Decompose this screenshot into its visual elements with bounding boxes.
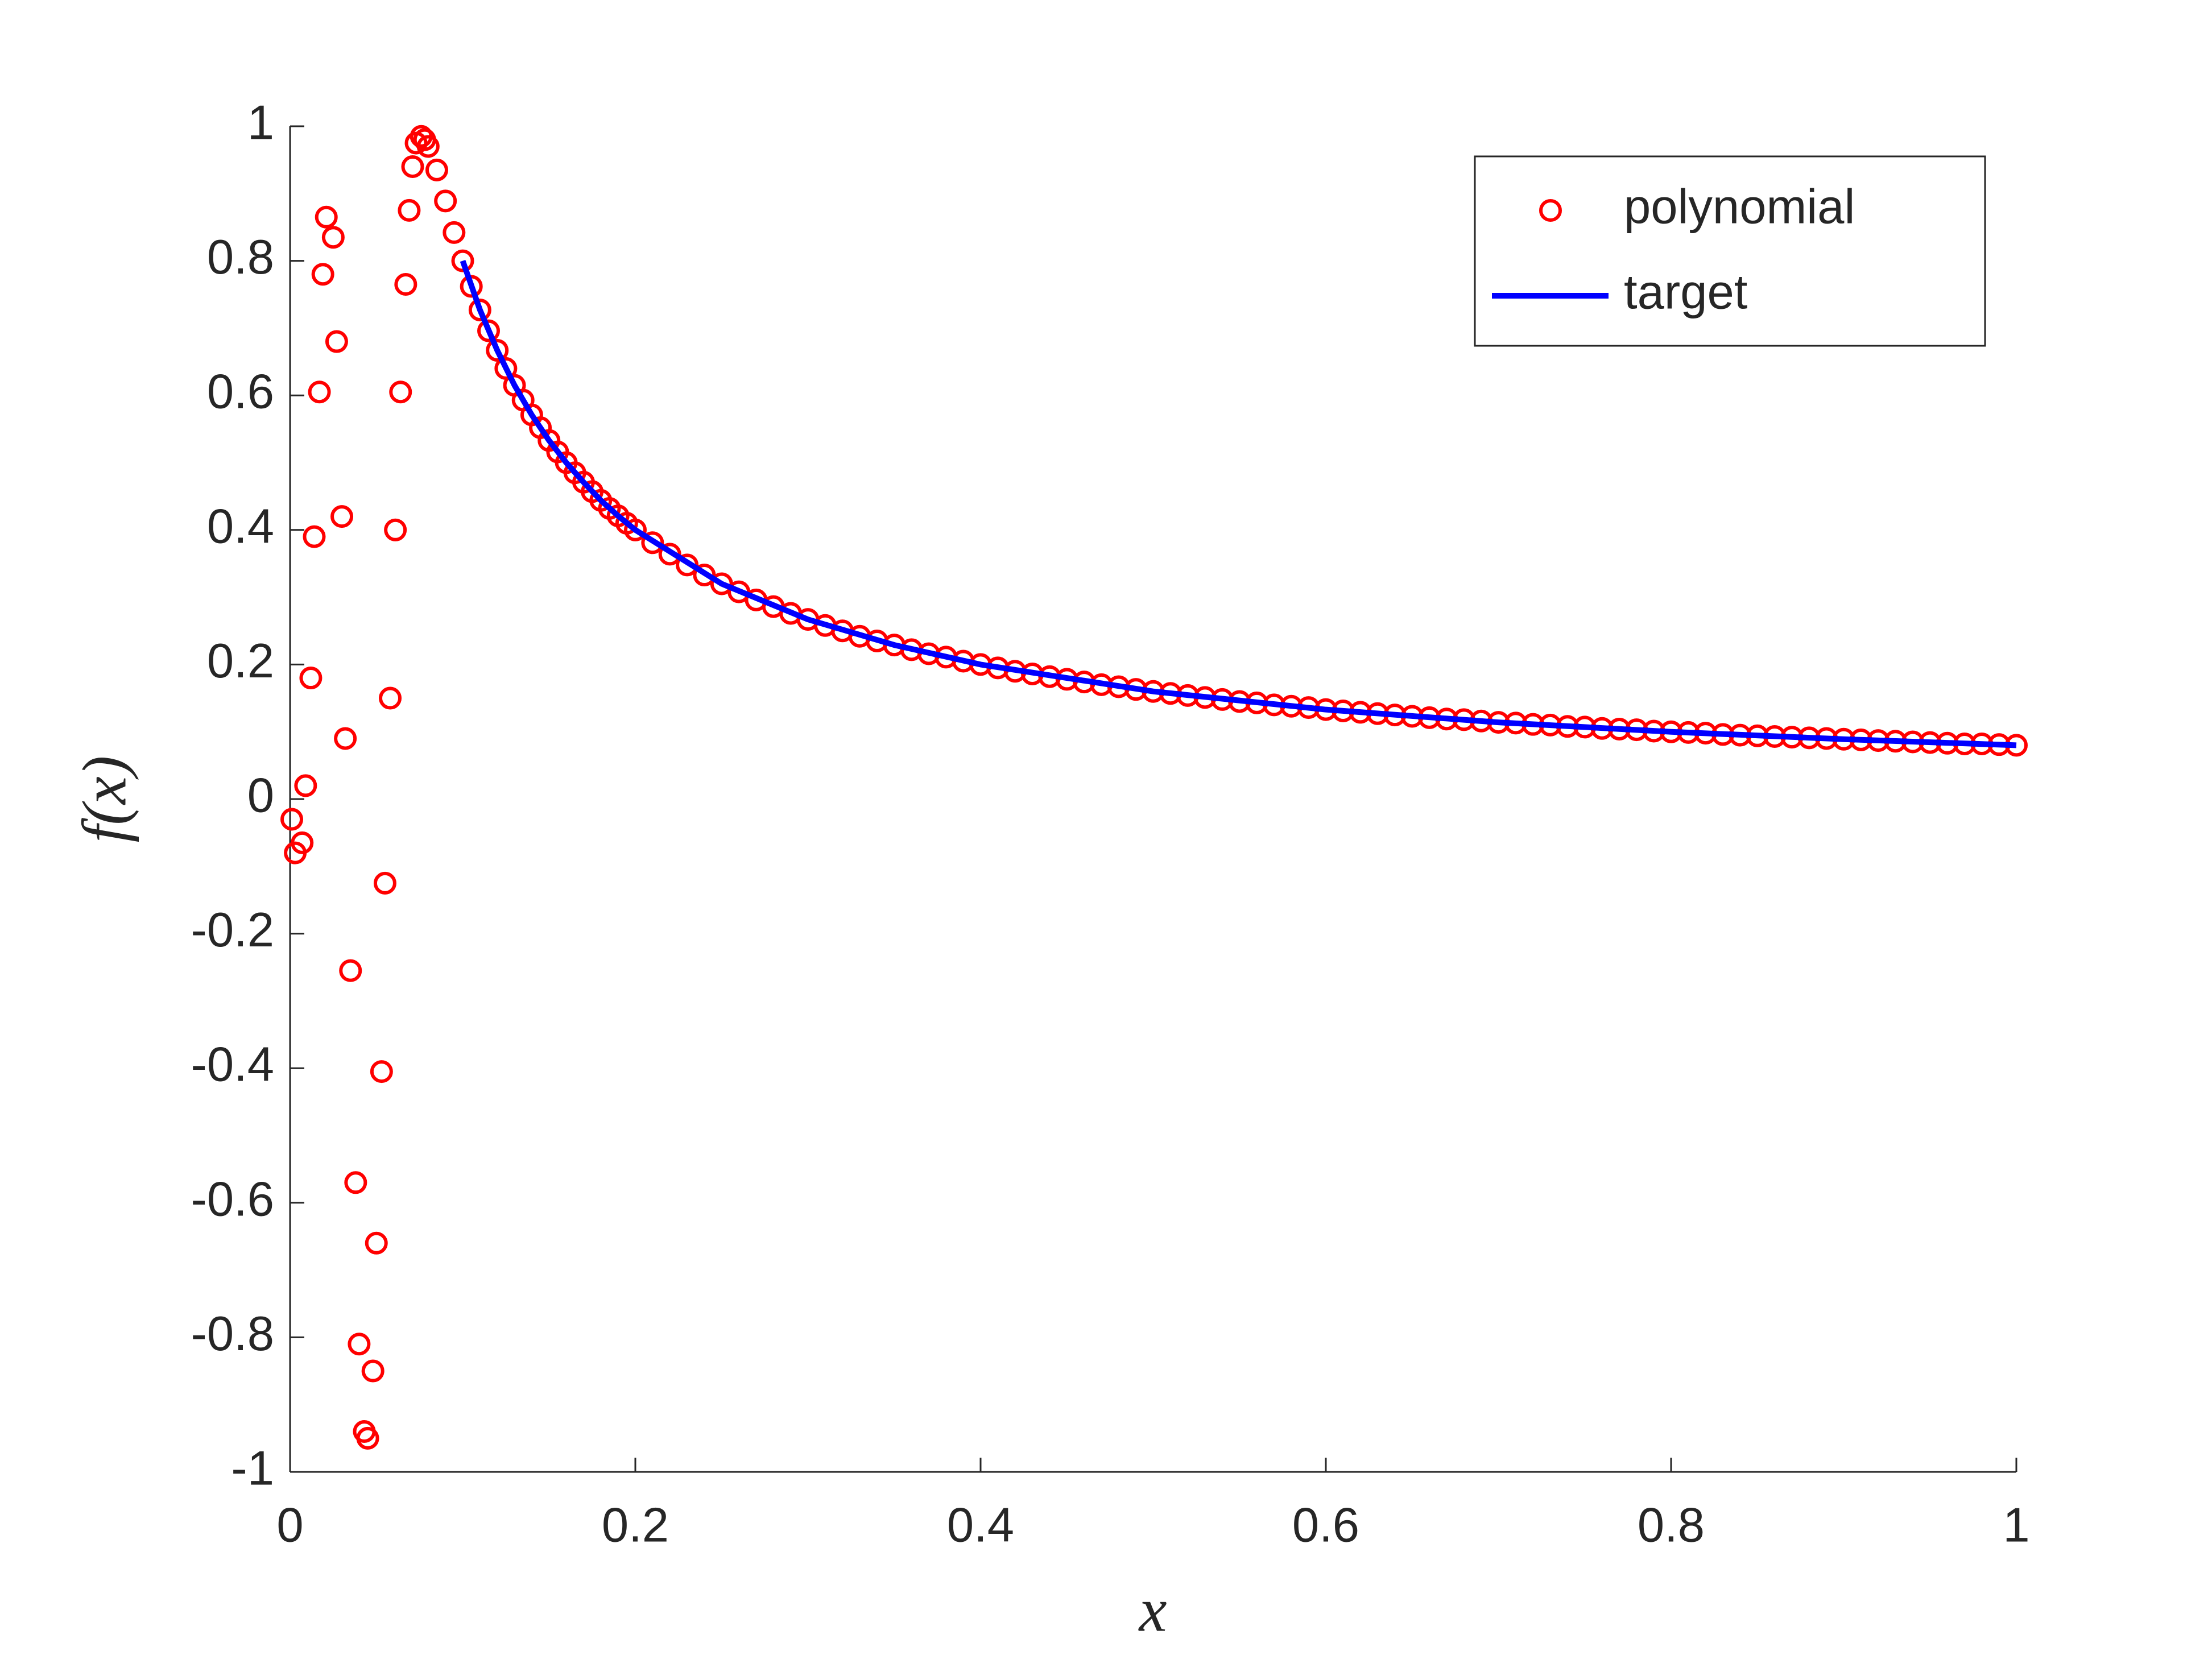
point <box>401 155 424 178</box>
point <box>311 263 334 286</box>
y-tick-label: -0.8 <box>191 1307 274 1361</box>
point <box>291 831 314 854</box>
point <box>394 273 417 296</box>
point <box>303 525 326 548</box>
y-tick-label: 1 <box>247 96 274 150</box>
point <box>398 198 421 222</box>
y-axis-label: f(x) <box>69 756 139 843</box>
y-tick-label: -1 <box>231 1441 274 1495</box>
point <box>443 221 466 244</box>
point <box>308 380 331 404</box>
x-tick-label: 0 <box>276 1498 303 1552</box>
point <box>477 319 501 342</box>
point <box>356 1426 379 1450</box>
point <box>280 808 304 831</box>
x-tick-label: 0.6 <box>1292 1498 1359 1552</box>
point <box>361 1359 384 1383</box>
point <box>384 518 407 541</box>
point <box>416 135 440 158</box>
point <box>344 1171 367 1194</box>
x-tick-label: 0.2 <box>602 1498 669 1552</box>
point <box>389 380 412 404</box>
legend-marker <box>1539 199 1562 222</box>
y-tick-label: 0.2 <box>207 634 274 688</box>
point <box>370 1060 393 1083</box>
x-tick-label: 1 <box>2003 1498 2029 1552</box>
y-tick-label: -0.2 <box>191 903 274 957</box>
point <box>321 226 345 249</box>
point <box>325 330 348 353</box>
point <box>425 158 448 181</box>
y-tick-label: 0.8 <box>207 230 274 284</box>
point <box>379 686 402 710</box>
point <box>624 518 647 541</box>
point <box>294 774 317 797</box>
point <box>348 1333 371 1356</box>
point <box>334 727 357 750</box>
x-tick-label: 0.4 <box>947 1498 1014 1552</box>
y-tick-label: -0.6 <box>191 1172 274 1226</box>
point <box>641 531 664 555</box>
x-axis-label: x <box>1138 1575 1167 1644</box>
x-tick-label: 0.8 <box>1638 1498 1705 1552</box>
y-tick-label: 0 <box>247 768 274 822</box>
legend: polynomial target <box>1474 155 1986 347</box>
y-tick-label: 0.6 <box>207 365 274 419</box>
legend-box <box>1474 155 1986 347</box>
point <box>468 298 491 321</box>
point <box>451 249 474 272</box>
point <box>330 505 354 528</box>
point <box>365 1231 388 1255</box>
point <box>693 564 716 587</box>
point <box>299 667 323 690</box>
line <box>460 259 2017 748</box>
point <box>315 205 338 229</box>
y-tick-label: -0.4 <box>191 1038 274 1092</box>
legend-label: target <box>1624 265 1747 319</box>
point <box>434 189 457 213</box>
legend-label: polynomial <box>1624 180 1855 234</box>
point <box>460 275 483 298</box>
point <box>373 871 396 895</box>
y-tick-label: 0.4 <box>207 499 274 553</box>
point <box>339 959 362 982</box>
point <box>486 338 509 362</box>
